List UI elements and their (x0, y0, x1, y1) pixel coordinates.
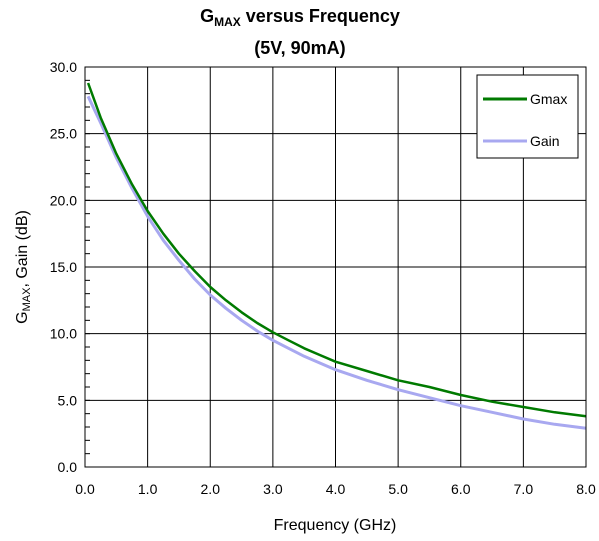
y-tick-label: 20.0 (50, 192, 77, 208)
x-tick-label: 8.0 (576, 481, 596, 497)
y-axis-label: GMAX, Gain (dB) (14, 210, 33, 324)
y-axis-label-sub: MAX (21, 287, 33, 312)
series-line-gain (86, 95, 587, 430)
x-tick-label: 4.0 (326, 481, 346, 497)
chart-title-sub: MAX (214, 15, 241, 29)
x-tick-label: 6.0 (451, 481, 471, 497)
x-tick-label: 2.0 (201, 481, 221, 497)
x-tick-label: 1.0 (138, 481, 158, 497)
legend-box (476, 74, 579, 159)
y-tick-label: 5.0 (58, 392, 78, 408)
x-tick-label: 3.0 (263, 481, 283, 497)
chart-title: GMAX versus Frequency (200, 6, 400, 29)
y-tick-label: 0.0 (58, 459, 78, 475)
x-tick-label: 0.0 (75, 481, 95, 497)
y-axis-label-rest: , Gain (dB) (14, 210, 31, 287)
y-tick-label: 30.0 (50, 59, 77, 75)
x-tick-label: 5.0 (388, 481, 408, 497)
y-minor-ticks (85, 66, 90, 468)
legend: Gmax Gain (476, 74, 579, 159)
chart-title-rest: versus Frequency (241, 6, 400, 26)
series-line-gmax (86, 82, 587, 418)
y-tick-labels: 0.0 5.0 10.0 15.0 20.0 25.0 30.0 (50, 59, 77, 475)
legend-label-gmax: Gmax (530, 91, 567, 107)
legend-label-gain: Gain (530, 133, 560, 149)
y-axis-label-g: G (14, 311, 31, 323)
y-tick-label: 25.0 (50, 126, 77, 142)
x-tick-label: 7.0 (514, 481, 534, 497)
y-tick-label: 10.0 (50, 326, 77, 342)
x-tick-labels: 0.0 1.0 2.0 3.0 4.0 5.0 6.0 7.0 8.0 (75, 481, 596, 497)
chart-subtitle: (5V, 90mA) (254, 38, 345, 58)
x-axis-label: Frequency (GHz) (274, 517, 397, 534)
series-lines (86, 82, 587, 430)
y-tick-label: 15.0 (50, 259, 77, 275)
plot-border (84, 66, 587, 468)
chart-title-g: G (200, 6, 214, 26)
